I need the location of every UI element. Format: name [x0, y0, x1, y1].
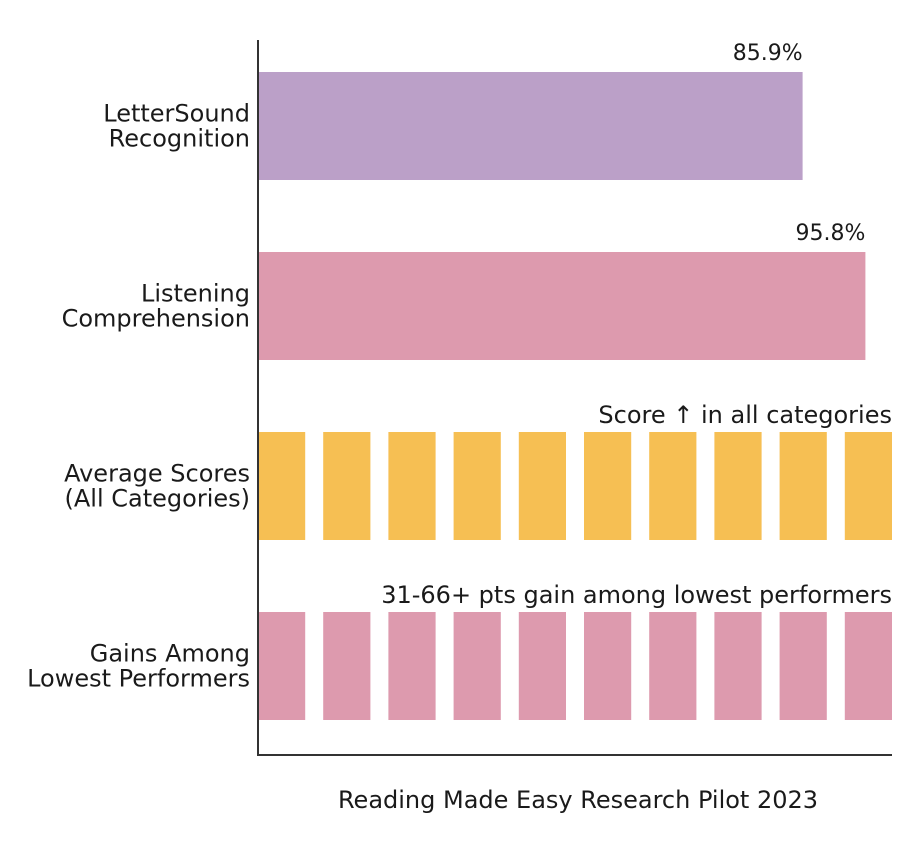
category-label: Listening Comprehension	[62, 280, 250, 333]
bar-segment	[779, 612, 827, 720]
bar-segment	[844, 612, 892, 720]
bar-value-label: 95.8%	[796, 221, 866, 246]
bar-segment	[584, 612, 632, 720]
bar-segment	[323, 432, 371, 540]
category-label: Average Scores (All Categories)	[64, 460, 250, 513]
bar-segment	[714, 432, 762, 540]
bar-segment	[584, 432, 632, 540]
bar-segment	[453, 612, 501, 720]
bar	[258, 252, 866, 360]
bar-segment	[323, 612, 371, 720]
bar-annotation: 31-66+ pts gain among lowest performers	[381, 581, 892, 609]
bar-segment	[649, 612, 697, 720]
bar-annotation: Score ↑ in all categories	[598, 401, 892, 429]
x-axis-label: Reading Made Easy Research Pilot 2023	[338, 786, 818, 814]
bar-value-label: 85.9%	[733, 41, 803, 66]
bar-segment	[518, 612, 566, 720]
bar-segment	[453, 432, 501, 540]
category-label: LetterSound Recognition	[103, 100, 250, 153]
bar-segment	[388, 432, 436, 540]
bar-segment	[649, 432, 697, 540]
category-label: Gains Among Lowest Performers	[27, 640, 250, 693]
bar-segment	[258, 432, 306, 540]
bar-segment	[844, 432, 892, 540]
bar-segment	[518, 432, 566, 540]
bar-segment	[779, 432, 827, 540]
bar	[258, 72, 803, 180]
bar-segment	[258, 612, 306, 720]
bar-segment	[388, 612, 436, 720]
bar-segment	[714, 612, 762, 720]
labels-layer: LetterSound Recognition 85.9% Listening Comp…	[27, 41, 892, 693]
bars-layer	[258, 72, 892, 720]
